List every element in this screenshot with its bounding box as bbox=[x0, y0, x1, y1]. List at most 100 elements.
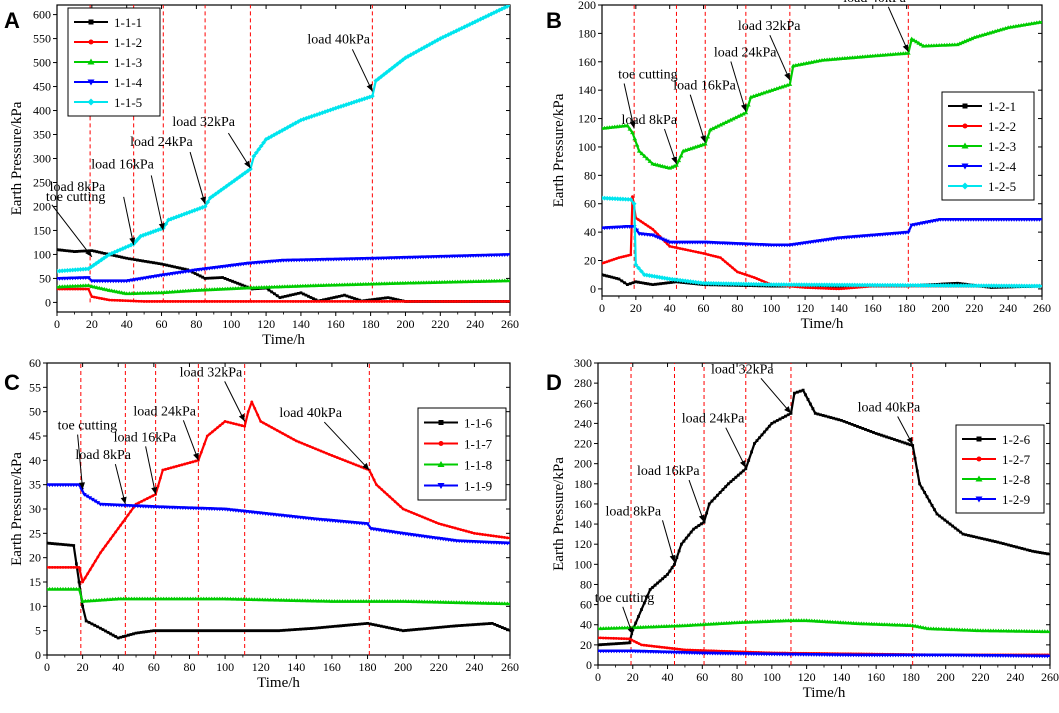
legend-marker bbox=[87, 98, 95, 106]
legend-item: 1-1-4 bbox=[74, 75, 143, 90]
x-tick-label: 260 bbox=[1041, 670, 1059, 684]
y-tick-label: 60 bbox=[584, 197, 596, 211]
x-tick-label: 260 bbox=[501, 660, 519, 674]
annotation-arrow bbox=[77, 434, 84, 490]
annotation: load 32kPa bbox=[711, 362, 792, 414]
legend-label: 1-2-5 bbox=[988, 179, 1016, 194]
x-tick-label: 80 bbox=[190, 317, 202, 331]
x-tick-label: 260 bbox=[1033, 301, 1051, 315]
annotation-arrow bbox=[688, 479, 705, 523]
legend-item: 1-2-7 bbox=[962, 452, 1031, 467]
legend-item: 1-1-8 bbox=[424, 458, 492, 473]
x-tick-label: 160 bbox=[867, 670, 885, 684]
annotation: load 40kPa bbox=[843, 0, 909, 53]
annotation-arrow bbox=[150, 175, 164, 231]
annotation-arrow bbox=[730, 61, 747, 112]
annotation-label: load 16kPa bbox=[673, 79, 736, 94]
y-tick-label: 20 bbox=[580, 638, 592, 652]
legend-item: 1-1-9 bbox=[424, 479, 492, 494]
y-tick-label: 300 bbox=[574, 356, 592, 370]
y-tick-label: 350 bbox=[33, 128, 51, 142]
series-1-1-7 bbox=[47, 400, 510, 584]
y-tick-label: 35 bbox=[29, 478, 41, 492]
legend-label: 1-1-1 bbox=[114, 15, 142, 30]
annotation: load 8kPa bbox=[50, 180, 136, 245]
series-1-2-2 bbox=[602, 195, 1042, 291]
series-1-1-8 bbox=[47, 586, 510, 606]
y-tick-label: 20 bbox=[584, 254, 596, 268]
annotation: toe cutting bbox=[58, 419, 117, 490]
y-tick-label: 180 bbox=[574, 477, 592, 491]
legend-marker bbox=[87, 58, 95, 65]
legend-marker bbox=[962, 103, 968, 109]
x-tick-label: 220 bbox=[430, 660, 448, 674]
legend-marker bbox=[976, 436, 982, 442]
x-tick-label: 20 bbox=[86, 317, 98, 331]
annotation-arrow bbox=[189, 151, 206, 205]
y-axis-label: Earth Pressure/kPa bbox=[9, 452, 25, 566]
annotation-arrow bbox=[662, 520, 675, 563]
annotation: load 32kPa bbox=[172, 115, 251, 169]
x-tick-label: 140 bbox=[830, 301, 848, 315]
arrow-head bbox=[78, 482, 85, 490]
annotation-label: load 16kPa bbox=[91, 157, 154, 172]
x-tick-label: 160 bbox=[323, 660, 341, 674]
y-tick-label: 120 bbox=[574, 537, 592, 551]
legend-label: 1-1-3 bbox=[114, 55, 142, 70]
y-tick-label: 160 bbox=[574, 497, 592, 511]
arrow-head bbox=[740, 103, 747, 112]
x-tick-label: 200 bbox=[396, 317, 414, 331]
series-markers bbox=[47, 586, 510, 606]
arrow-head bbox=[158, 222, 165, 231]
x-tick-label: 240 bbox=[999, 301, 1017, 315]
y-tick-label: 100 bbox=[33, 247, 51, 261]
y-tick-label: 160 bbox=[578, 55, 596, 69]
annotation: toe cutting bbox=[618, 67, 678, 129]
legend-item: 1-2-5 bbox=[948, 179, 1016, 194]
arrow-head bbox=[902, 44, 909, 52]
y-tick-label: 25 bbox=[29, 526, 41, 540]
legend-label: 1-2-7 bbox=[1002, 452, 1031, 467]
legend-marker bbox=[88, 19, 94, 25]
y-axis-label: Earth Pressure/kPa bbox=[551, 457, 567, 571]
x-axis-label: Time/h bbox=[801, 316, 844, 332]
legend-marker bbox=[438, 420, 444, 425]
y-tick-label: 150 bbox=[33, 223, 51, 237]
annotation-arrow bbox=[689, 94, 706, 143]
x-tick-label: 180 bbox=[362, 317, 380, 331]
annotation-arrow bbox=[351, 49, 373, 92]
y-tick-label: 180 bbox=[578, 26, 596, 40]
x-tick-label: 140 bbox=[292, 317, 310, 331]
legend-label: 1-2-2 bbox=[988, 119, 1016, 134]
annotation-label: load 32kPa bbox=[711, 362, 774, 377]
series-markers bbox=[57, 287, 509, 303]
panel-letter: A bbox=[4, 8, 20, 33]
annotation-label: load 24kPa bbox=[682, 412, 745, 427]
legend-label: 1-2-3 bbox=[988, 139, 1016, 154]
annotation-arrow bbox=[323, 421, 370, 471]
arrow-head bbox=[129, 237, 136, 245]
x-tick-label: 20 bbox=[77, 660, 89, 674]
legend-item: 1-2-6 bbox=[962, 432, 1031, 447]
x-tick-label: 100 bbox=[763, 670, 781, 684]
annotation: load 40kPa bbox=[307, 32, 373, 92]
annotation-label: load 8kPa bbox=[605, 504, 661, 519]
x-tick-label: 220 bbox=[431, 317, 449, 331]
legend-item: 1-1-1 bbox=[74, 15, 142, 30]
x-tick-label: 200 bbox=[937, 670, 955, 684]
arrow-head bbox=[629, 121, 636, 129]
x-tick-label: 40 bbox=[121, 317, 133, 331]
y-axis-label: Earth Pressure/kPa bbox=[551, 93, 567, 207]
annotation: load 24kPa bbox=[130, 135, 207, 205]
legend-label: 1-1-8 bbox=[464, 458, 492, 473]
series-markers bbox=[57, 278, 510, 296]
x-tick-label: 100 bbox=[762, 301, 780, 315]
x-tick-label: 260 bbox=[501, 317, 519, 331]
annotation: toe cutting bbox=[46, 190, 105, 258]
annotation-arrow bbox=[725, 427, 747, 468]
series-markers bbox=[598, 618, 1050, 634]
legend-item: 1-1-6 bbox=[424, 416, 493, 431]
y-tick-label: 60 bbox=[29, 356, 41, 370]
series-1-1-9 bbox=[47, 483, 510, 546]
annotation-label: load 24kPa bbox=[714, 45, 777, 60]
